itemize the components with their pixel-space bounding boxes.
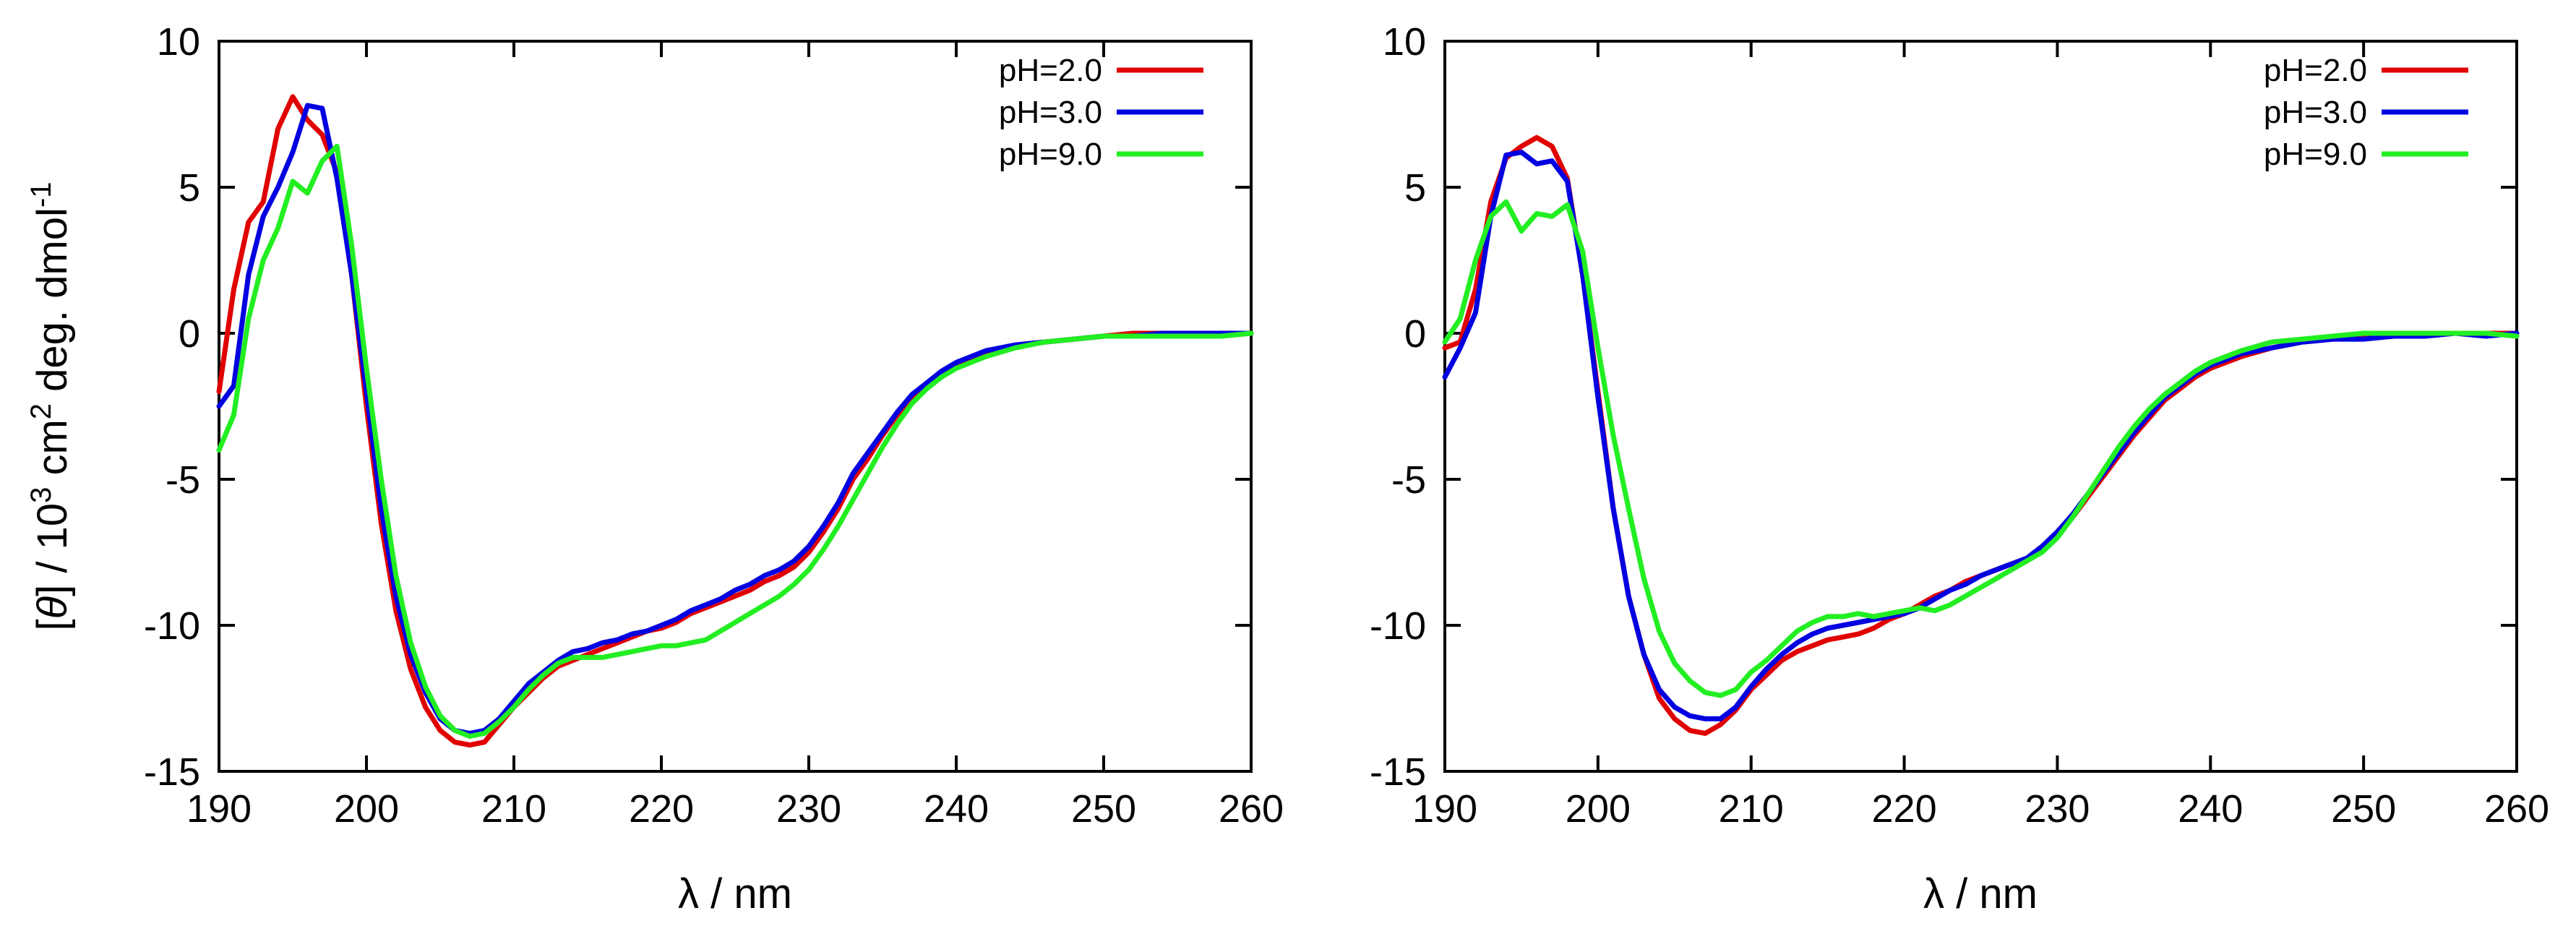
left-y-tick-label: 10 <box>157 20 200 64</box>
left-y-axis-title: [θ] / 103 cm2 deg. dmol-1 <box>25 182 76 631</box>
right-y-tick-label: -15 <box>1370 750 1426 794</box>
right-series-lines <box>1442 134 2520 736</box>
left-y-tick-label: -5 <box>166 458 200 502</box>
left-series-lines <box>216 94 1254 748</box>
right-y-tick-label: 0 <box>1404 312 1426 356</box>
left-legend-label: pH=3.0 <box>999 95 1102 130</box>
left-x-tick-label: 230 <box>776 787 841 831</box>
right-series-line-ph-9-0 <box>1442 199 2520 698</box>
right-x-tick-label: 190 <box>1412 787 1477 831</box>
left-axis-ticks: 190 200 210 220 230 240 250 260 10 5 0 -5 -10 -15 <box>144 20 1284 831</box>
right-panel: 190 200 210 220 230 240 250 260 10 5 0 -5 -10 -15 pH=… <box>1370 20 2549 917</box>
right-y-tick-label: 5 <box>1404 166 1426 210</box>
left-x-tick-label: 220 <box>629 787 694 831</box>
right-legend-label: pH=9.0 <box>2264 137 2367 172</box>
left-panel: 190 200 210 220 230 240 250 260 10 5 0 -5 -10 -15 pH=… <box>25 20 1284 917</box>
right-y-tick-label: -10 <box>1370 604 1426 648</box>
left-x-tick-label: 200 <box>334 787 399 831</box>
right-x-tick-label: 260 <box>2484 787 2549 831</box>
right-x-tick-label: 230 <box>2025 787 2090 831</box>
left-y-tick-label: -10 <box>144 604 200 648</box>
right-legend-label: pH=2.0 <box>2264 53 2367 88</box>
right-x-tick-label: 200 <box>1566 787 1631 831</box>
right-y-tick-label: -5 <box>1391 458 1426 502</box>
right-axis-ticks: 190 200 210 220 230 240 250 260 10 5 0 -5 -10 -15 <box>1370 20 2549 831</box>
right-x-axis-title: λ / nm <box>1923 870 2038 917</box>
left-x-axis-title: λ / nm <box>678 870 792 917</box>
left-x-tick-label: 190 <box>186 787 252 831</box>
left-series-line-ph-3-0 <box>216 103 1254 736</box>
right-y-tick-label: 10 <box>1383 20 1426 64</box>
right-x-tick-label: 240 <box>2178 787 2243 831</box>
left-legend: pH=2.0 pH=3.0 pH=9.0 <box>999 53 1203 172</box>
right-plot-frame <box>1443 40 2518 773</box>
right-series-line-ph-3-0 <box>1442 150 2520 721</box>
right-x-tick-label: 210 <box>1719 787 1784 831</box>
left-y-tick-label: -15 <box>144 750 200 794</box>
left-legend-label: pH=9.0 <box>999 137 1102 172</box>
left-x-tick-label: 210 <box>481 787 546 831</box>
right-legend: pH=2.0 pH=3.0 pH=9.0 <box>2264 53 2468 172</box>
right-x-tick-label: 250 <box>2331 787 2396 831</box>
left-x-tick-label: 240 <box>924 787 989 831</box>
left-series-line-ph-9-0 <box>216 143 1254 739</box>
left-y-tick-label: 0 <box>179 312 200 356</box>
left-x-tick-label: 260 <box>1219 787 1284 831</box>
left-y-tick-label: 5 <box>179 166 200 210</box>
left-x-tick-label: 250 <box>1071 787 1136 831</box>
right-x-tick-label: 220 <box>1872 787 1937 831</box>
right-legend-label: pH=3.0 <box>2264 95 2367 130</box>
left-legend-label: pH=2.0 <box>999 53 1102 88</box>
